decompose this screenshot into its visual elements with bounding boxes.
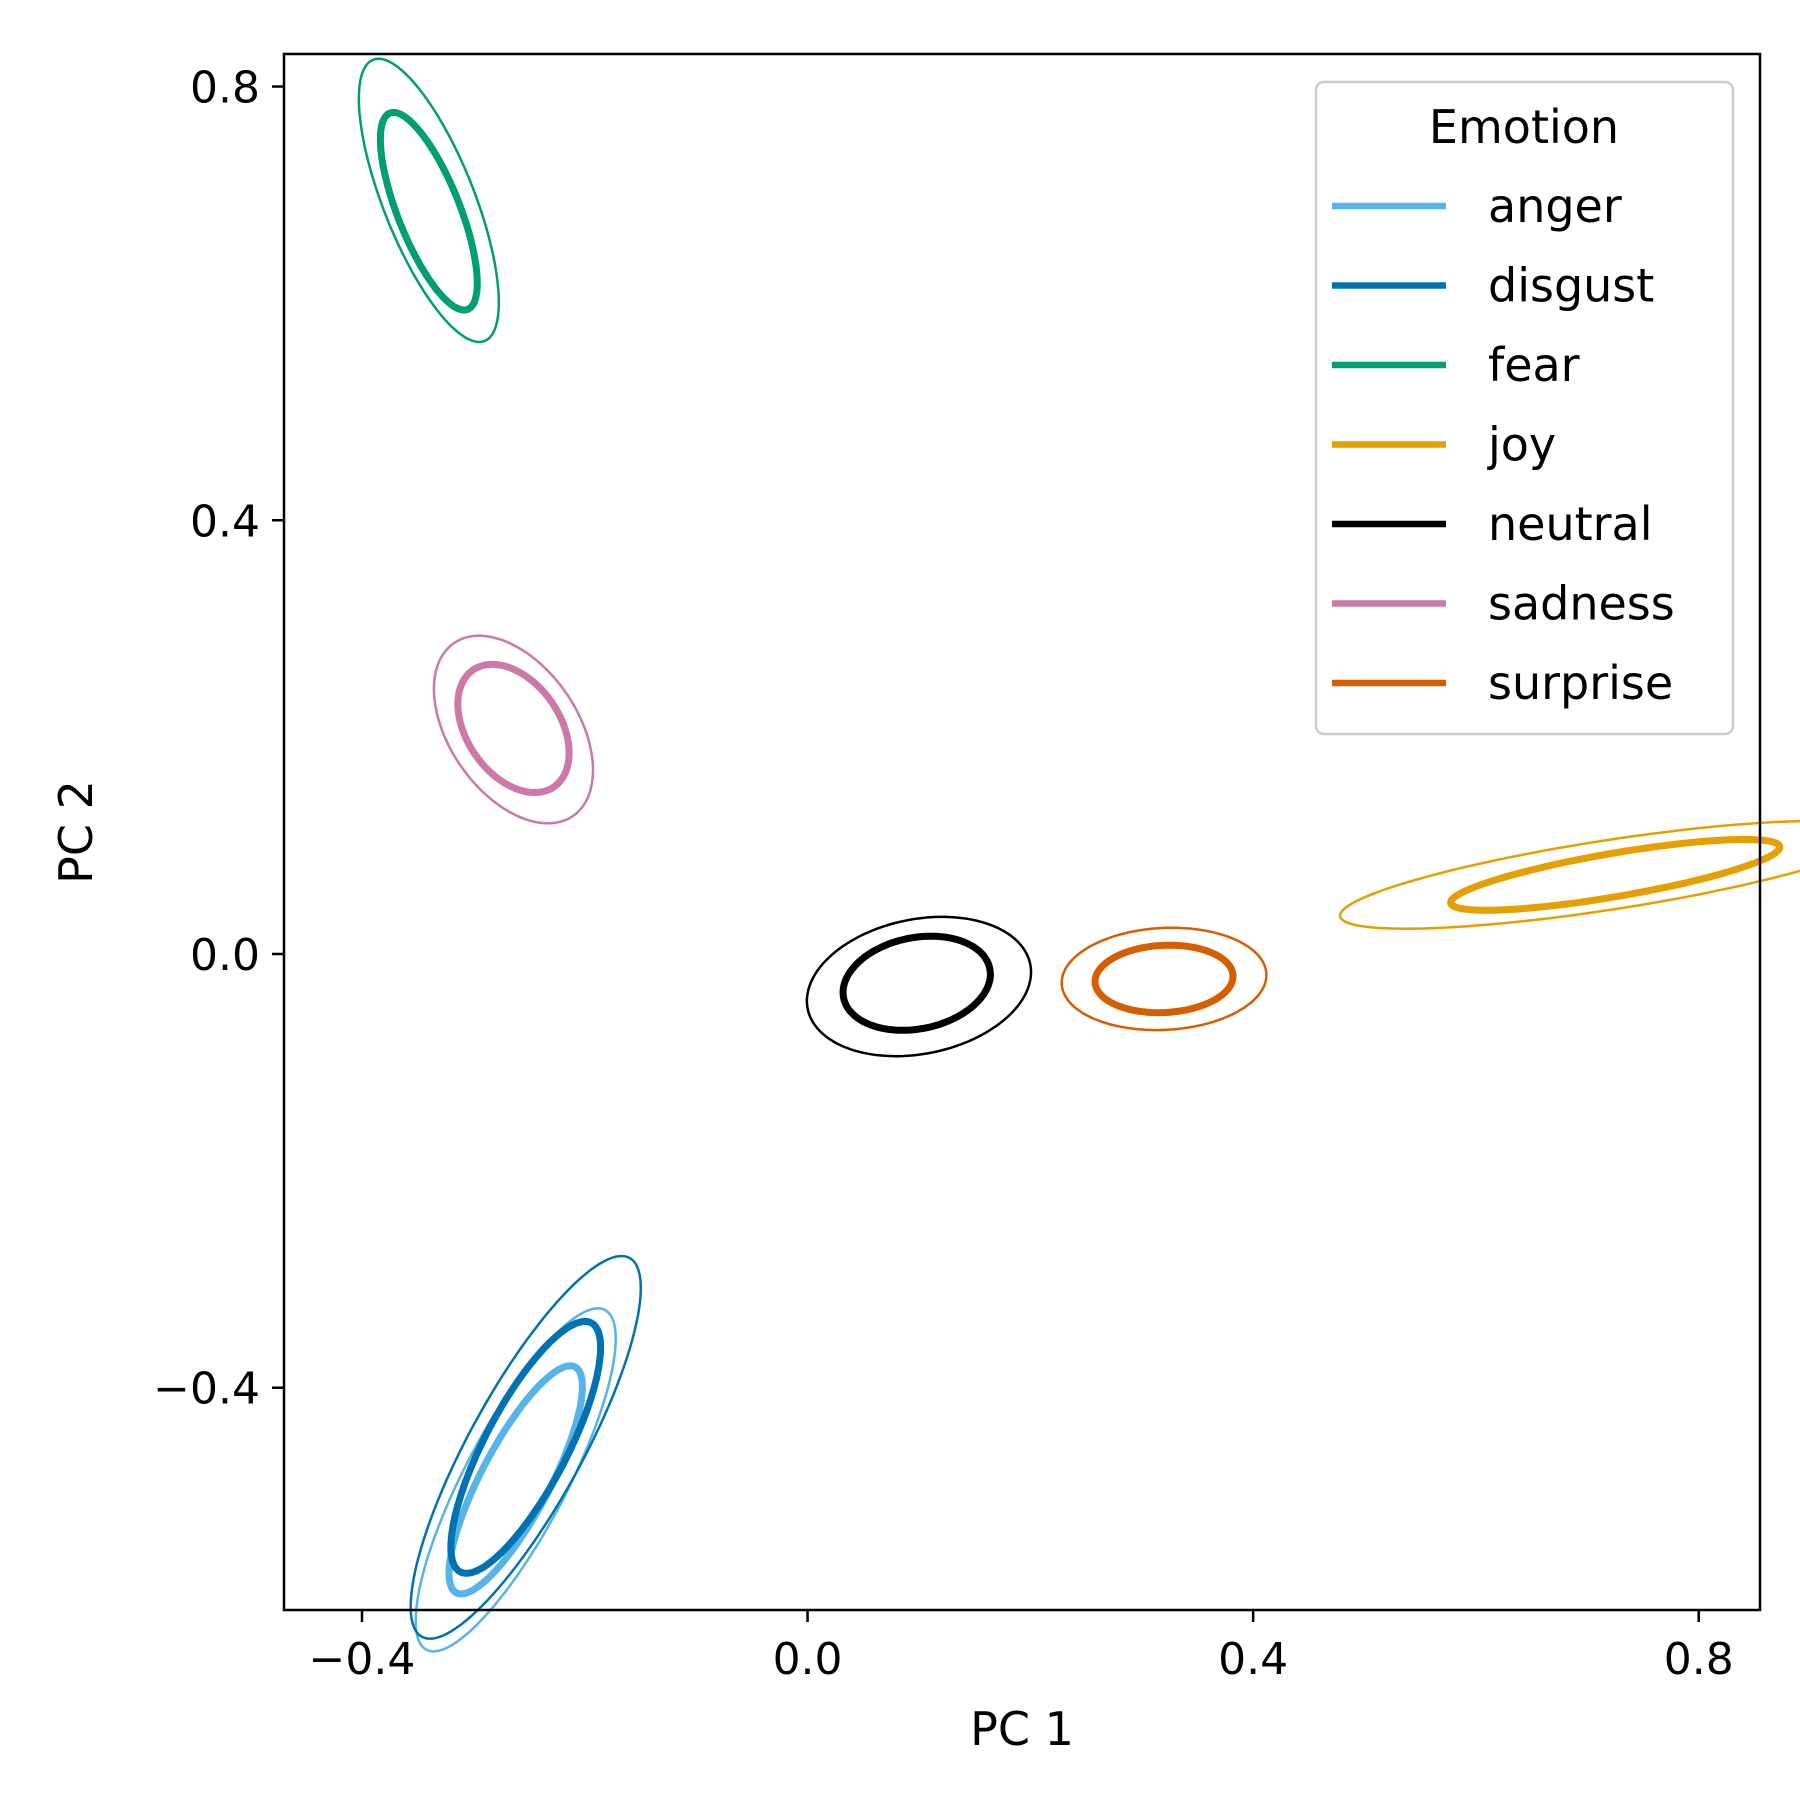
contour-fear-outer xyxy=(357,57,501,344)
legend-box xyxy=(1314,80,1735,736)
x-tick-label: 0.8 xyxy=(1664,1634,1734,1685)
y-tick-label: 0.0 xyxy=(190,930,260,981)
legend-label-fear: fear xyxy=(1488,338,1580,392)
legend-label-sadness: sadness xyxy=(1488,577,1675,631)
y-tick-label: −0.4 xyxy=(153,1364,260,1415)
y-tick-label: 0.4 xyxy=(190,496,260,547)
x-axis: −0.4 0.0 0.4 0.8 xyxy=(309,1610,1734,1685)
y-axis-label: PC 2 xyxy=(49,780,103,884)
contour-neutral-outer xyxy=(805,915,1033,1058)
legend-label-joy: joy xyxy=(1487,418,1556,472)
x-tick-label: 0.0 xyxy=(773,1634,843,1685)
contour-layer xyxy=(357,57,1800,1653)
contour-joy-outer xyxy=(1338,819,1800,930)
contour-surprise-inner xyxy=(1091,941,1237,1017)
x-tick-label: −0.4 xyxy=(309,1634,416,1685)
contour-disgust-outer xyxy=(409,1254,643,1640)
contour-sadness-outer xyxy=(432,634,595,825)
contour-neutral-inner xyxy=(839,932,994,1034)
x-axis-label: PC 1 xyxy=(970,1702,1074,1756)
y-tick-label: 0.8 xyxy=(190,63,260,114)
contour-sadness-inner xyxy=(454,660,573,796)
legend-label-disgust: disgust xyxy=(1488,259,1654,313)
legend: Emotion anger disgust fear joy neutral sadnes… xyxy=(1314,80,1735,736)
legend-entries: anger disgust fear joy neutral sadness surpris… xyxy=(1332,179,1675,710)
contour-joy-inner xyxy=(1447,835,1784,914)
contour-surprise-outer xyxy=(1060,926,1268,1032)
y-axis: −0.4 0.0 0.4 0.8 xyxy=(153,63,284,1415)
x-tick-label: 0.4 xyxy=(1218,1634,1288,1685)
legend-label-neutral: neutral xyxy=(1488,497,1653,551)
contour-anger-inner xyxy=(445,1362,586,1598)
plot-frame xyxy=(282,52,1762,1612)
legend-title: Emotion xyxy=(1429,100,1619,154)
legend-label-surprise: surprise xyxy=(1488,656,1673,710)
contour-fear-inner xyxy=(376,108,481,314)
legend-label-anger: anger xyxy=(1488,179,1622,233)
contour-disgust-inner xyxy=(447,1317,605,1577)
